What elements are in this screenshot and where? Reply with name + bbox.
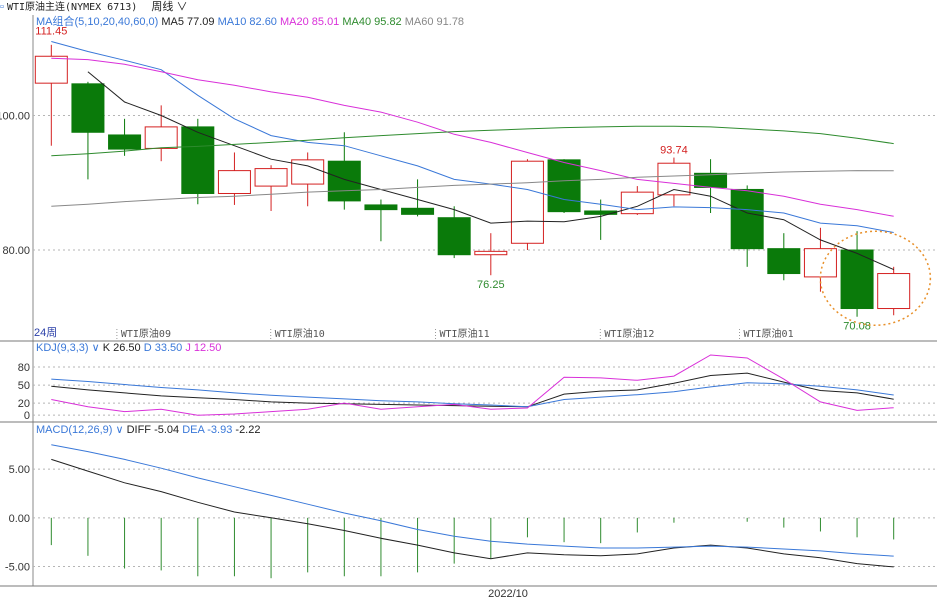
kdj-line-d	[51, 378, 894, 408]
kdj-legend-item: K 26.50	[103, 342, 144, 354]
month-label: WTI原油12	[604, 327, 654, 340]
price-tick-label: 100.00	[0, 110, 30, 122]
candle-body	[327, 160, 361, 202]
ma-legend: MA组合(5,10,20,40,60,0) MA5 77.09 MA10 82.…	[36, 14, 464, 28]
ma-legend-item: MA40 95.82	[342, 16, 404, 28]
ma-line-ma5	[87, 71, 894, 271]
candle-body	[584, 210, 618, 215]
month-label: WTI原油09	[121, 327, 171, 340]
macd-tick-label: -5.00	[5, 562, 30, 574]
price-panel: MA组合(5,10,20,40,60,0) MA5 77.09 MA10 82.…	[0, 14, 937, 340]
candle-body	[401, 207, 435, 215]
macd-legend-item: DEA -3.93	[182, 424, 235, 436]
candle-body	[437, 217, 471, 256]
price-tick-label: 80.00	[2, 245, 30, 257]
highlight-circle	[819, 230, 932, 327]
ma-line-ma10	[51, 41, 894, 233]
candle-body	[877, 273, 911, 310]
candle-body	[108, 134, 142, 150]
price-annotation: 76.25	[477, 279, 505, 291]
chart-frame	[0, 15, 937, 587]
chevron-down-icon: ∨	[176, 1, 188, 13]
candle-body	[730, 188, 764, 250]
kdj-tick-label: 80	[18, 362, 30, 374]
collapse-icon[interactable]: ▫	[0, 1, 4, 13]
price-annotation: 111.45	[35, 25, 67, 37]
macd-legend: MACD(12,26,9) ∨ DIFF -5.04 DEA -3.93 -2.…	[36, 424, 260, 436]
candle-body	[291, 159, 325, 185]
kdj-panel: KDJ(9,3,3) ∨ K 26.50 D 33.50 J 12.50 80 5…	[18, 342, 937, 422]
month-label: WTI原油11	[440, 327, 490, 340]
candle-body	[767, 248, 801, 275]
macd-tick-label: 0.00	[9, 513, 30, 525]
candle-body	[547, 159, 581, 213]
chart-header: ▫ WTI原油主连(NYMEX 6713) 周线 ∨	[0, 0, 937, 15]
kdj-line-j	[51, 354, 894, 416]
x-axis-date-label: 2022/10	[488, 588, 528, 600]
kdj-legend-item: J 12.50	[185, 342, 221, 354]
period-count-label: 24周	[34, 326, 57, 339]
period-label: 周线	[151, 1, 174, 13]
macd-tick-label: 5.00	[9, 464, 30, 476]
candle-body	[181, 126, 215, 194]
kdj-legend-item: D 33.50	[144, 342, 186, 354]
candle-body	[657, 162, 691, 196]
candle-body	[510, 160, 544, 244]
candle-body	[474, 250, 508, 256]
month-label: WTI原油01	[744, 327, 794, 340]
macd-legend-item: -2.22	[235, 424, 260, 436]
macd-legend-item: MACD(12,26,9) ∨	[36, 424, 127, 436]
kdj-line-k	[51, 372, 894, 408]
candle-body	[34, 55, 68, 84]
candle-body	[217, 170, 251, 194]
macd-line-dea	[51, 444, 894, 557]
ma-legend-item: MA5 77.09	[161, 16, 217, 28]
candle-body	[144, 126, 178, 149]
price-annotation: 93.74	[660, 145, 688, 157]
ma-line-ma40	[51, 125, 894, 157]
instrument-name: WTI原油主连(NYMEX 6713)	[6, 2, 138, 13]
candle-body	[840, 249, 874, 310]
month-label: WTI原油10	[275, 327, 325, 340]
candle-body	[364, 204, 398, 211]
ma-legend-item: MA60 91.78	[405, 16, 464, 28]
ma-legend-item: MA20 85.01	[280, 16, 342, 28]
ma-legend-item: MA组合(5,10,20,40,60,0)	[36, 14, 161, 28]
price-annotation: 70.08	[843, 321, 871, 333]
macd-line-diff	[51, 458, 894, 568]
candle-body	[71, 83, 105, 133]
candle-body	[254, 168, 288, 187]
kdj-tick-label: 0	[24, 410, 30, 422]
period-selector[interactable]: 周线 ∨	[151, 1, 187, 13]
ma-legend-item: MA10 82.60	[218, 16, 280, 28]
ma-line-ma60	[51, 170, 894, 207]
macd-panel: MACD(12,26,9) ∨ DIFF -5.04 DEA -3.93 -2.…	[5, 424, 937, 600]
kdj-legend: KDJ(9,3,3) ∨ K 26.50 D 33.50 J 12.50	[36, 342, 221, 354]
kdj-tick-label: 50	[18, 380, 30, 392]
ma-line-ma20	[51, 57, 894, 217]
candle-body	[620, 191, 654, 215]
kdj-tick-label: 20	[18, 398, 30, 410]
kdj-legend-item: KDJ(9,3,3) ∨	[36, 342, 103, 354]
macd-legend-item: DIFF -5.04	[127, 424, 183, 436]
